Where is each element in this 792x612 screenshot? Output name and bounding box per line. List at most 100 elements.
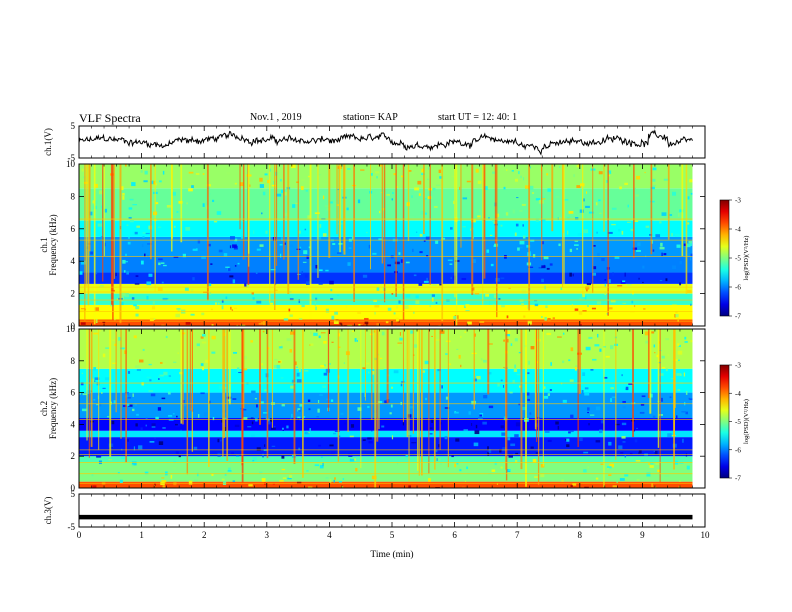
spectrum-speckle bbox=[225, 266, 230, 268]
spectrum-speckle bbox=[172, 466, 176, 469]
spectrum-speckle bbox=[441, 385, 443, 389]
spectrum-speckle bbox=[502, 447, 507, 451]
spectrum-speckle bbox=[541, 278, 544, 283]
spectrum-speckle bbox=[202, 203, 205, 207]
spectrum-speckle bbox=[150, 180, 154, 185]
spectrum-speckle bbox=[161, 477, 165, 479]
spectrum-speckle bbox=[141, 243, 144, 248]
spectrum-speckle bbox=[585, 286, 590, 290]
spectrum-speckle bbox=[415, 361, 418, 363]
spectrum-speckle bbox=[226, 396, 232, 399]
sferic-streak bbox=[537, 329, 540, 486]
spectrum-speckle bbox=[465, 480, 467, 482]
spectrum-speckle bbox=[283, 318, 289, 321]
spectrum-speckle bbox=[398, 299, 401, 304]
spectrum-speckle bbox=[290, 244, 293, 247]
spectrum-speckle bbox=[408, 170, 412, 172]
spectrum-speckle bbox=[391, 293, 394, 295]
spectrum-speckle bbox=[177, 352, 179, 354]
spectrum-speckle bbox=[251, 390, 256, 394]
spectrum-speckle bbox=[421, 168, 424, 173]
spectrum-speckle bbox=[262, 330, 265, 333]
spectrum-speckle bbox=[400, 175, 404, 178]
colorbar-tick-label: -5 bbox=[735, 255, 741, 263]
spectrum-speckle bbox=[464, 331, 467, 333]
spectrum-speckle bbox=[544, 431, 550, 433]
spectrum-speckle bbox=[511, 170, 514, 172]
spectrum-speckle bbox=[306, 255, 309, 260]
spectrum-speckle bbox=[242, 368, 248, 371]
spectrum-speckle bbox=[622, 400, 626, 403]
sferic-streak bbox=[276, 164, 278, 266]
y-tick-label: 5 bbox=[71, 121, 76, 131]
spectrum-speckle bbox=[413, 274, 417, 277]
spectrum-speckle bbox=[522, 224, 524, 227]
spectrum-speckle bbox=[161, 281, 164, 284]
sferic-streak bbox=[337, 329, 340, 462]
spectrum-speckle bbox=[473, 378, 477, 382]
spectrum-speckle bbox=[646, 306, 650, 310]
spectrum-speckle bbox=[638, 277, 640, 280]
spectrum-speckle bbox=[206, 184, 211, 187]
spectrum-speckle bbox=[683, 372, 686, 377]
spectrum-speckle bbox=[658, 341, 661, 344]
spectrum-speckle bbox=[595, 406, 601, 411]
spectrum-speckle bbox=[336, 204, 339, 206]
spectrum-speckle bbox=[184, 287, 189, 291]
sferic-streak bbox=[441, 164, 444, 322]
spectrum-speckle bbox=[641, 395, 646, 398]
sferic-streak bbox=[395, 164, 397, 297]
y-tick-label: -5 bbox=[68, 522, 76, 532]
spectrum-speckle bbox=[674, 233, 680, 237]
spectrum-speckle bbox=[479, 321, 485, 323]
spectrum-speckle bbox=[532, 458, 537, 463]
sferic-streak bbox=[378, 329, 380, 430]
spectrum-speckle bbox=[151, 306, 156, 310]
sferic-streak bbox=[578, 329, 581, 394]
spectrum-speckle bbox=[427, 178, 429, 180]
spectrum-speckle bbox=[289, 474, 293, 479]
spectrum-speckle bbox=[466, 466, 469, 470]
spectrum-speckle bbox=[514, 338, 518, 342]
sferic-streak bbox=[412, 329, 415, 434]
spectrum-speckle bbox=[241, 236, 245, 239]
spectrogram-channel-label-1: ch.1 bbox=[39, 237, 49, 252]
spectrum-speckle bbox=[236, 367, 240, 372]
spectrum-speckle bbox=[162, 362, 166, 365]
spectrum-speckle bbox=[332, 243, 336, 246]
spectrum-speckle bbox=[670, 378, 675, 380]
spectrum-speckle bbox=[619, 186, 622, 190]
spectrum-speckle bbox=[282, 429, 284, 431]
spectrum-speckle bbox=[646, 472, 651, 477]
spectrum-speckle bbox=[421, 173, 425, 176]
spectrum-speckle bbox=[192, 248, 198, 251]
x-tick-label: 4 bbox=[327, 530, 332, 540]
spectrum-speckle bbox=[267, 179, 271, 184]
spectrum-speckle bbox=[121, 292, 126, 296]
spectrum-speckle bbox=[284, 191, 287, 196]
spectrum-speckle bbox=[142, 236, 145, 238]
sferic-streak bbox=[577, 329, 579, 448]
spectrum-speckle bbox=[636, 250, 641, 252]
spectrum-speckle bbox=[606, 466, 612, 469]
spectrum-speckle bbox=[157, 378, 160, 380]
spectrum-speckle bbox=[325, 477, 329, 479]
sferic-streak bbox=[647, 329, 650, 399]
sferic-streak bbox=[407, 164, 410, 241]
spectrum-speckle bbox=[605, 355, 610, 358]
spectrum-speckle bbox=[640, 403, 645, 406]
spectrum-speckle bbox=[330, 288, 333, 292]
spectrum-speckle bbox=[146, 281, 152, 286]
colorbar-tick-label: -4 bbox=[735, 226, 741, 234]
y-tick-label: 4 bbox=[71, 256, 76, 266]
spectrum-speckle bbox=[544, 386, 546, 389]
spectrum-speckle bbox=[333, 432, 336, 435]
spectrum-speckle bbox=[227, 470, 232, 472]
spectrum-speckle bbox=[374, 171, 380, 174]
spectrum-speckle bbox=[205, 359, 210, 363]
spectrum-speckle bbox=[435, 457, 441, 461]
y-tick-label: 0 bbox=[71, 321, 76, 331]
sferic-streak bbox=[269, 164, 271, 303]
spectrum-speckle bbox=[535, 218, 539, 222]
spectrum-speckle bbox=[405, 455, 408, 458]
